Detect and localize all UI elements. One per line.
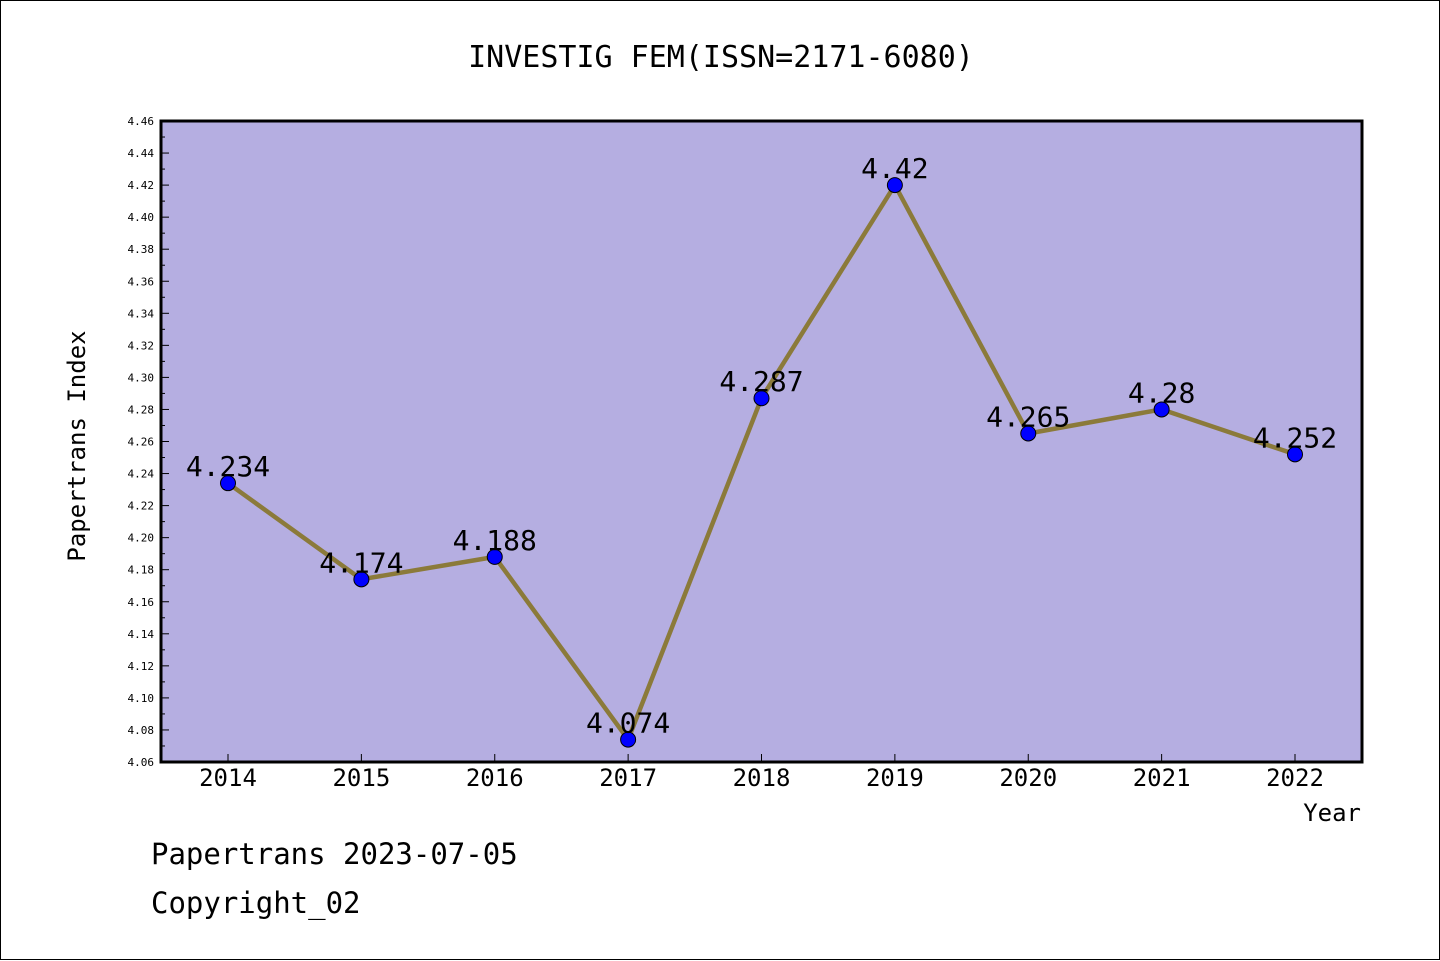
x-tick-label: 2018 — [733, 764, 791, 792]
x-tick-label: 2015 — [332, 764, 390, 792]
y-axis: 4.06 4.08 4.10 4.12 4.14 4.16 4.18 4.20 4.22 4.24… — [128, 115, 169, 769]
y-tick-label: 4.46 — [128, 115, 155, 128]
data-label: 4.287 — [719, 365, 803, 398]
data-label: 4.234 — [186, 450, 270, 483]
data-label: 4.174 — [319, 546, 403, 579]
y-tick-label: 4.32 — [128, 339, 155, 352]
data-point — [1153, 401, 1170, 418]
series-layer: 4.234 4.174 4.188 4.074 4.287 4.42 4.265 4.28 4.… — [186, 152, 1337, 748]
data-point — [886, 177, 903, 194]
data-label: 4.42 — [861, 152, 928, 185]
data-label: 4.074 — [586, 707, 670, 740]
y-tick-label: 4.26 — [128, 436, 155, 449]
x-tick-label: 2016 — [466, 764, 524, 792]
x-tick-label: 2020 — [999, 764, 1057, 792]
y-tick-label: 4.12 — [128, 660, 155, 673]
x-tick-label: 2014 — [199, 764, 257, 792]
plot-area — [159, 119, 1364, 764]
data-point — [353, 571, 370, 588]
x-tick-label: 2022 — [1266, 764, 1324, 792]
x-tick-label: 2019 — [866, 764, 924, 792]
y-tick-label: 4.38 — [128, 243, 155, 256]
y-tick-label: 4.44 — [128, 147, 155, 160]
data-label: 4.252 — [1253, 421, 1337, 454]
y-tick-label: 4.24 — [128, 468, 155, 481]
data-point — [486, 548, 503, 565]
y-tick-label: 4.34 — [128, 307, 155, 320]
y-tick-label: 4.14 — [128, 628, 155, 641]
y-tick-label: 4.40 — [128, 211, 155, 224]
data-label: 4.28 — [1128, 376, 1195, 409]
y-tick-label: 4.36 — [128, 275, 155, 288]
data-point — [753, 390, 770, 407]
x-tick-label: 2017 — [599, 764, 657, 792]
y-tick-label: 4.30 — [128, 371, 155, 384]
data-point — [1287, 446, 1303, 463]
y-tick-label: 4.18 — [128, 564, 155, 577]
chart-title: INVESTIG FEM(ISSN=2171-6080) — [468, 40, 974, 75]
x-axis-label: Year — [1303, 799, 1361, 827]
data-label: 4.188 — [453, 524, 537, 557]
footer-date-line: Papertrans 2023-07-05 — [151, 837, 518, 871]
y-tick-label: 4.10 — [128, 692, 155, 705]
y-tick-label: 4.28 — [128, 403, 155, 416]
x-tick-label: 2021 — [1133, 764, 1191, 792]
y-tick-label: 4.08 — [128, 724, 155, 737]
y-tick-label: 4.16 — [128, 596, 155, 609]
y-tick-label: 4.42 — [128, 179, 155, 192]
data-point — [1020, 425, 1037, 442]
data-point — [220, 475, 236, 492]
y-tick-label: 4.06 — [128, 756, 155, 769]
data-point — [620, 731, 637, 748]
y-tick-label: 4.22 — [128, 500, 155, 513]
y-axis-label: Papertrans Index — [63, 330, 91, 561]
y-tick-label: 4.20 — [128, 532, 155, 545]
footer-copyright-line: Copyright_02 — [151, 886, 361, 920]
x-axis: 2014 2015 2016 2017 2018 2019 2020 2021 2022 — [199, 754, 1324, 792]
data-label: 4.265 — [986, 400, 1070, 433]
